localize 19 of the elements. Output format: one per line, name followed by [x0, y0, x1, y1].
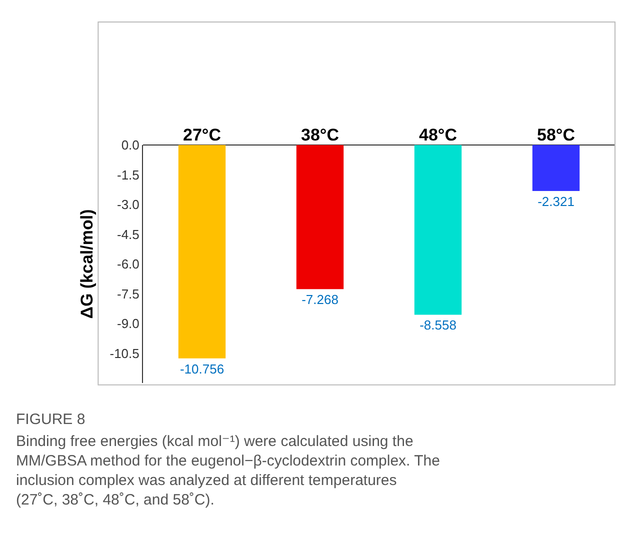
- text: Binding free energies (kcal mol⁻¹) were calculated using the MM/GBSA method for the eugenol−β-cyclodextrin complex. The inclusion complex was analyzed at different temperatures (27˚C, 38˚C, 48˚C, and 58˚C).: [16, 433, 440, 508]
- y-axis-title: ΔG (kcal/mol): [77, 209, 96, 319]
- y-tick-label: -10.5: [110, 346, 140, 361]
- y-tick-label: -9.0: [116, 316, 140, 332]
- x-tick-label: 27°C: [183, 126, 221, 145]
- x-tick-label: 38°C: [301, 126, 339, 145]
- y-tick-label: -6.0: [116, 256, 140, 272]
- y-tick-label: 0.0: [121, 138, 140, 153]
- data-label: -8.558: [420, 318, 456, 333]
- x-tick-label: 58°C: [537, 126, 575, 145]
- y-tick-label: -1.5: [116, 167, 140, 182]
- data-label: -2.321: [538, 194, 574, 210]
- data-label: -10.756: [180, 361, 224, 376]
- x-tick-label: 48°C: [419, 126, 457, 145]
- y-tick-label: -4.5: [116, 226, 140, 242]
- data-label: -7.268: [302, 292, 338, 308]
- y-tick-label: -7.5: [116, 286, 140, 302]
- caption: FIGURE 8: [16, 411, 86, 428]
- y-tick-label: -3.0: [116, 197, 140, 212]
